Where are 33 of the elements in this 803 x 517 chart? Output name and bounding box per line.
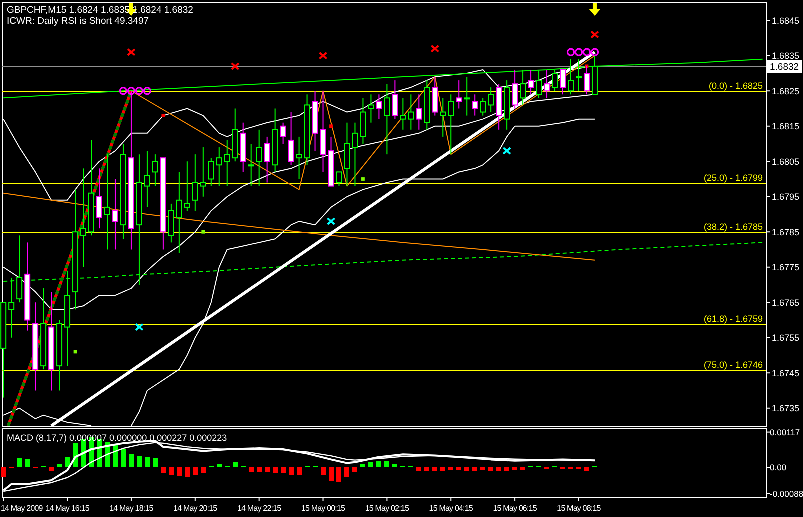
y-tick-label: 1.6785 (772, 227, 800, 238)
annotation: (38.2) - 1.6785 (704, 222, 763, 232)
x-tick-label: 15 May 04:15 (429, 504, 474, 513)
y-tick-label: 1.6815 (772, 122, 800, 132)
y-tick-label: 1.6755 (772, 333, 800, 344)
y-tick-label: 0.00 (770, 462, 787, 472)
x-tick-label: 15 May 08:15 (557, 504, 602, 513)
y-tick-label: 1.6845 (772, 16, 800, 26)
x-tick-label: 14 May 20:15 (174, 504, 218, 513)
y-tick-label: 1.6775 (772, 262, 800, 273)
x-tick-label: 14 May 2009 (1, 504, 44, 513)
y-tick-label: -0.00088 (770, 488, 803, 499)
y-tick-label: 0.00117 (770, 427, 800, 438)
x-tick-label: 14 May 18:15 (110, 504, 154, 513)
y-tick-label: 1.6745 (772, 368, 800, 378)
y-tick-label: 1.6835 (772, 51, 800, 62)
x-tick-label: 15 May 02:15 (365, 504, 410, 513)
ref-line-label: 1.6832 (770, 62, 800, 73)
x-tick-label: 14 May 16:15 (46, 504, 90, 513)
text: ICWR: Daily RSI is Short 49.3497 (7, 16, 150, 27)
annotation: (25.0) - 1.6799 (704, 173, 763, 183)
y-tick-label: 1.6795 (772, 192, 800, 202)
annotation: (61.8) - 1.6759 (704, 314, 763, 324)
y-tick-label: 1.6805 (772, 156, 800, 167)
annotation: (0.0) - 1.6825 (708, 81, 763, 91)
y-tick-label: 1.6735 (772, 404, 800, 414)
x-tick-label: 15 May 00:15 (301, 504, 346, 513)
x-tick-label: 15 May 06:15 (493, 504, 538, 513)
annotation: (75.0) - 1.6746 (704, 360, 763, 370)
y-tick-label: 1.6765 (772, 298, 800, 308)
chart-title: MACD (8,17,7) 0.000007 0.000000 0.000227 0.000223 (7, 433, 228, 443)
y-tick-label: 1.6825 (772, 86, 800, 96)
x-tick-label: 14 May 22:15 (237, 504, 282, 513)
